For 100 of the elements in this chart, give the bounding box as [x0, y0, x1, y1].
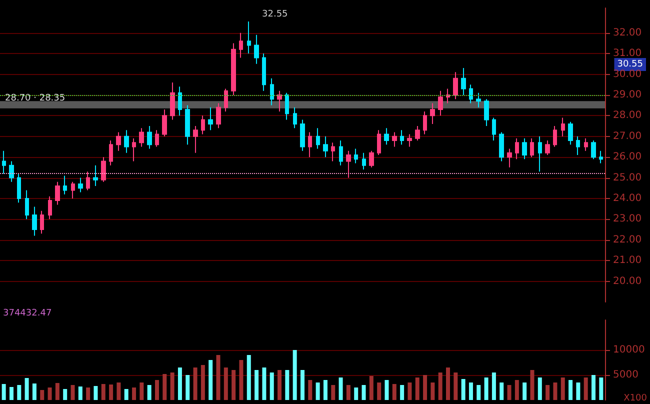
y-tick-label: 28.00 [613, 110, 642, 122]
y-tick-label: 23.00 [613, 214, 642, 225]
y-tick-label: 22.00 [613, 234, 642, 246]
bar [362, 385, 366, 400]
candlestick [63, 175, 67, 195]
bar [9, 387, 14, 400]
bar [592, 375, 596, 400]
y-tick-label: 26.00 [613, 152, 642, 163]
bar [338, 378, 343, 400]
bar [507, 385, 512, 400]
y-tick-label: 31.00 [613, 48, 642, 60]
candlestick [32, 206, 37, 236]
bar [262, 368, 266, 400]
bar [438, 372, 442, 400]
y-tick-label: 24.00 [613, 192, 642, 204]
candlestick [48, 196, 52, 220]
bar [55, 383, 60, 400]
bar [278, 370, 282, 400]
candlestick [78, 177, 83, 193]
bar [576, 382, 580, 400]
candlestick [576, 136, 580, 156]
bar [331, 385, 336, 400]
bar [514, 380, 519, 400]
candlestick [446, 88, 450, 104]
candlestick [499, 132, 504, 162]
bar [101, 384, 106, 400]
candlestick [300, 119, 305, 152]
candlestick [384, 128, 389, 146]
y-tick-label: 32.00 [613, 27, 642, 38]
bar [461, 379, 466, 400]
candlestick [293, 106, 297, 129]
candlestick [25, 190, 29, 220]
bar [484, 378, 488, 400]
candlestick [254, 34, 259, 64]
bar [78, 386, 82, 400]
candlestick [239, 32, 243, 58]
bar [492, 372, 496, 400]
candlestick [178, 86, 182, 116]
candlestick [538, 136, 542, 172]
bar [124, 389, 128, 400]
candlestick [155, 130, 159, 148]
bar [400, 385, 404, 400]
candlestick [201, 115, 205, 135]
candlestick [9, 160, 14, 182]
bar [546, 385, 550, 400]
candlestick [423, 111, 427, 135]
y-tick-label: 30.00 [613, 68, 642, 80]
bar [384, 380, 389, 400]
y-tick-label: 29.00 [613, 89, 642, 100]
candlestick [354, 148, 358, 164]
candlestick [231, 42, 236, 96]
bar [408, 382, 412, 400]
bar [232, 370, 236, 400]
bar [377, 382, 382, 400]
bar [292, 350, 297, 400]
candlestick [407, 134, 412, 148]
bar [224, 368, 228, 400]
bar [147, 385, 152, 400]
bar [446, 368, 450, 400]
bar [170, 372, 174, 400]
bar [254, 370, 259, 400]
candlestick [308, 132, 312, 158]
annotation: 32.55 [262, 10, 288, 20]
candlestick [362, 152, 366, 170]
candlestick [193, 126, 198, 154]
band-label: 28.70 · 28.35 [5, 94, 66, 104]
candlestick [507, 148, 512, 168]
bar [48, 388, 52, 400]
candlestick [162, 108, 167, 137]
bar [454, 372, 458, 400]
bar [246, 355, 251, 400]
candlestick [208, 106, 213, 131]
bar [346, 385, 350, 400]
bar [599, 378, 604, 400]
bar [392, 384, 396, 400]
candlestick [591, 140, 596, 160]
bar [178, 368, 182, 400]
bar [186, 375, 190, 400]
candlestick [339, 140, 343, 166]
candlestick [438, 90, 443, 116]
candlestick [55, 181, 60, 206]
bar [522, 382, 527, 400]
bar [239, 360, 244, 400]
candlestick [331, 142, 335, 162]
bar [63, 389, 68, 400]
candlestick [132, 138, 136, 162]
bar [94, 386, 98, 400]
bar [323, 380, 328, 400]
bar [468, 382, 473, 400]
candlestick [522, 138, 527, 160]
y-tick-label: 10000 [613, 344, 645, 356]
bar [584, 378, 588, 400]
candlestick [545, 140, 550, 156]
candlestick [2, 150, 6, 174]
candlestick [270, 78, 274, 106]
candlestick [476, 92, 481, 108]
bar [154, 380, 159, 400]
candlestick [369, 150, 374, 168]
candlestick [185, 104, 190, 146]
candlestick [484, 98, 489, 127]
